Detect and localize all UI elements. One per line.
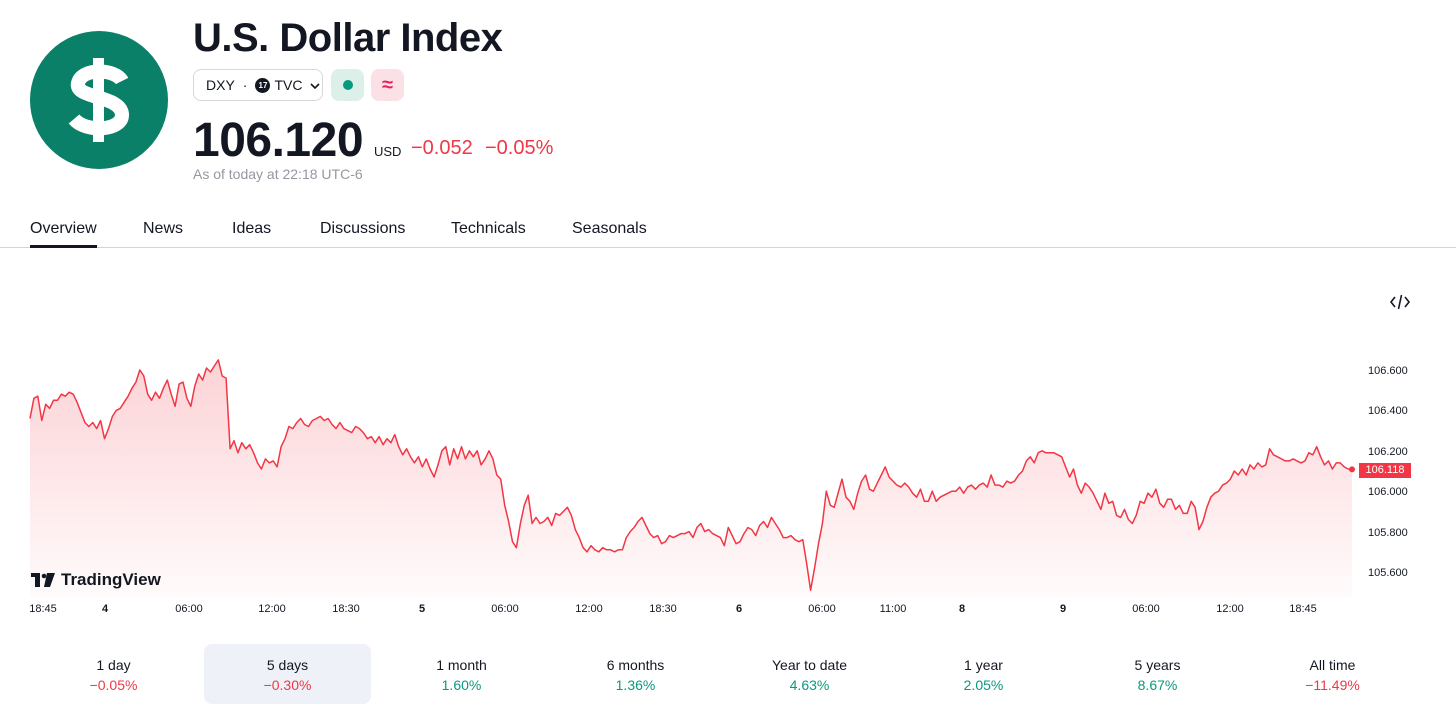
tradingview-logo-icon <box>31 573 55 587</box>
time-axis-label: 12:00 <box>1216 603 1244 615</box>
tab-seasonals[interactable]: Seasonals <box>572 220 647 237</box>
period-label: 5 days <box>266 657 309 673</box>
currency-label: USD <box>374 144 402 159</box>
period-change-value: 1.60% <box>441 677 482 693</box>
performance-period-1-month[interactable]: 1 month 1.60% <box>378 644 545 704</box>
period-label: 1 month <box>436 657 487 673</box>
time-axis-label: 18:30 <box>332 603 360 615</box>
page-title: U.S. Dollar Index <box>193 16 503 60</box>
delayed-data-icon[interactable]: ≈ <box>371 69 404 101</box>
last-price-dot <box>1349 466 1355 473</box>
period-change-value: −11.49% <box>1305 677 1360 693</box>
period-change-value: −0.05% <box>89 677 138 693</box>
price-axis-label: 106.000 <box>1368 486 1408 499</box>
last-value-tag: 106.118 <box>1359 463 1411 478</box>
period-change-value: 2.05% <box>963 677 1004 693</box>
period-change-value: 1.36% <box>615 677 656 693</box>
time-axis-label: 06:00 <box>175 603 203 615</box>
tab-overview[interactable]: Overview <box>30 220 97 248</box>
performance-period-1-day[interactable]: 1 day −0.05% <box>30 644 197 704</box>
tradingview-watermark: TradingView <box>31 570 161 590</box>
price-axis-label: 105.600 <box>1368 567 1408 579</box>
market-open-dot-icon <box>342 80 353 90</box>
chevron-down-icon <box>310 77 321 93</box>
time-axis-label: 18:45 <box>29 603 57 615</box>
time-axis-label: 12:00 <box>258 603 286 615</box>
last-price: 106.120 <box>193 114 364 167</box>
as-of-timestamp: As of today at 22:18 UTC-6 <box>193 166 363 182</box>
tab-technicals[interactable]: Technicals <box>451 220 526 237</box>
period-change-value: 8.67% <box>1137 677 1178 693</box>
performance-period-6-months[interactable]: 6 months 1.36% <box>552 644 719 704</box>
time-axis-label: 4 <box>101 603 109 615</box>
performance-period-5-days[interactable]: 5 days −0.30% <box>204 644 371 704</box>
separator-dot: · <box>242 77 248 93</box>
time-axis-label: 06:00 <box>1132 603 1160 615</box>
tab-bar: Overview News Ideas Discussions Technica… <box>0 214 1456 248</box>
time-axis-label: 11:00 <box>879 603 907 615</box>
time-axis-label: 5 <box>418 603 426 615</box>
tvc-logo-icon: 17 <box>255 77 271 93</box>
period-label: 6 months <box>606 657 665 673</box>
period-change-value: −0.30% <box>263 677 312 693</box>
period-label: 1 year <box>964 657 1003 673</box>
time-axis-label: 06:00 <box>491 603 519 615</box>
time-axis-label: 18:30 <box>649 603 677 615</box>
price-area-fill <box>30 359 1352 597</box>
price-axis-label: 106.600 <box>1368 365 1408 377</box>
time-axis-label: 18:45 <box>1289 603 1317 615</box>
time-axis-label: 9 <box>1059 603 1067 615</box>
performance-period-year-to-date[interactable]: Year to date 4.63% <box>726 644 893 704</box>
time-axis-label: 8 <box>958 603 966 615</box>
price-change-percent: −0.05% <box>485 137 554 159</box>
price-line <box>29 359 1353 591</box>
market-status-badge[interactable] <box>331 69 364 101</box>
period-label: All time <box>1309 657 1356 673</box>
symbol-exchange-selector[interactable]: DXY · 17 TVC <box>193 69 323 101</box>
price-chart[interactable] <box>0 340 1456 600</box>
tab-ideas[interactable]: Ideas <box>232 220 272 237</box>
tab-news[interactable]: News <box>143 220 184 237</box>
performance-period-1-year[interactable]: 1 year 2.05% <box>900 644 1067 704</box>
watermark-text: TradingView <box>61 570 161 589</box>
symbol-label: DXY <box>206 77 235 93</box>
period-label: Year to date <box>772 657 847 673</box>
time-axis-label: 06:00 <box>808 603 836 615</box>
exchange-label: TVC <box>274 77 303 93</box>
price-axis-label: 105.800 <box>1368 526 1408 539</box>
period-change-value: 4.63% <box>789 677 830 693</box>
time-axis-label: 12:00 <box>575 603 603 615</box>
time-axis-label: 6 <box>735 603 743 615</box>
performance-period-all-time[interactable]: All time −11.49% <box>1249 644 1416 704</box>
dollar-sign-icon <box>30 31 168 169</box>
dollar-sign-glyph <box>68 58 130 142</box>
price-axis-label: 106.400 <box>1368 405 1408 418</box>
period-label: 1 day <box>96 657 131 673</box>
tab-discussions[interactable]: Discussions <box>320 220 406 237</box>
price-change: −0.052 <box>411 137 473 159</box>
price-axis-label: 106.200 <box>1368 445 1408 458</box>
period-label: 5 years <box>1134 657 1181 673</box>
code-embed-icon[interactable] <box>1389 292 1411 312</box>
performance-period-5-years[interactable]: 5 years 8.67% <box>1074 644 1241 704</box>
